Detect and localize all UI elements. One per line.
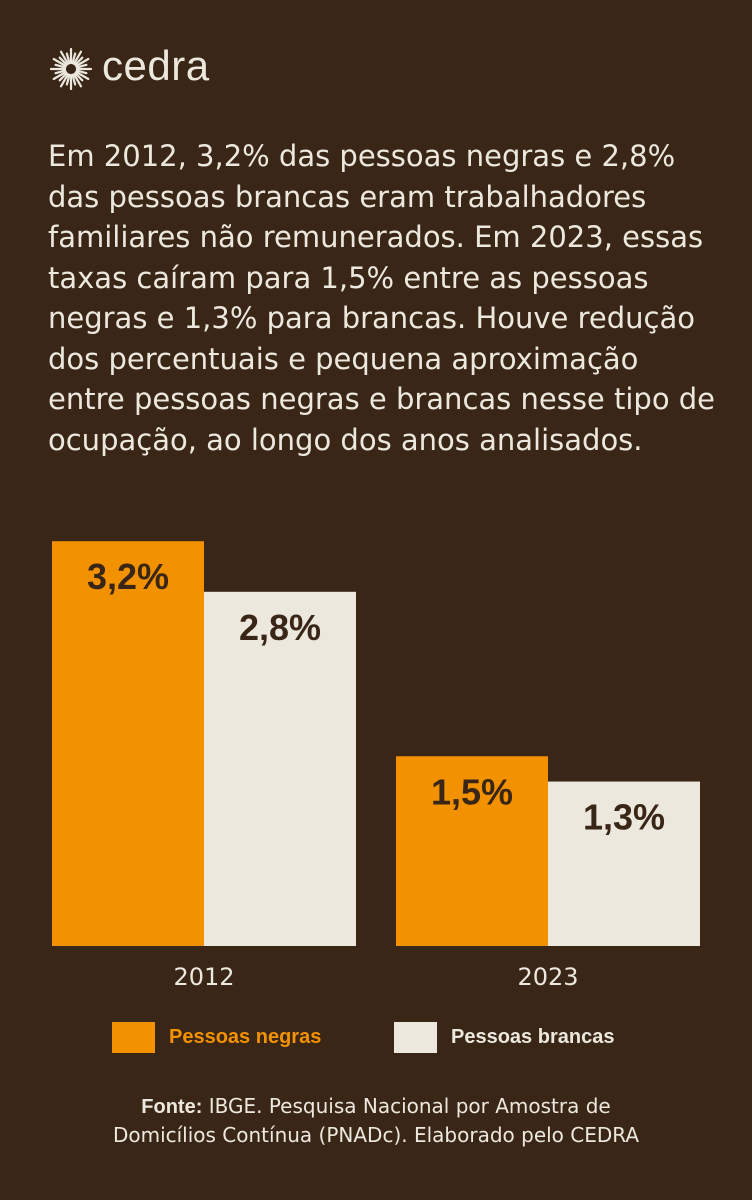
data-label-brancas-2023: 1,3%: [583, 797, 665, 838]
legend-item-brancas: Pessoas brancas: [394, 1022, 614, 1053]
bar-negras-2023: [396, 756, 548, 946]
sun-burst-icon: [49, 47, 93, 91]
intro-text: Em 2012, 3,2% das pessoas negras e 2,8% …: [48, 139, 716, 457]
data-label-negras-2023: 1,5%: [431, 771, 513, 812]
x-tick-2023: 2023: [517, 963, 578, 991]
brand-name: cedra: [102, 42, 210, 89]
source-line-1: IBGE. Pesquisa Nacional por Amostra de: [208, 1094, 611, 1118]
legend-label-negras: Pessoas negras: [169, 1026, 322, 1048]
bar-brancas-2023: [548, 781, 700, 946]
bar-chart: 3,2% 2,8% 1,5% 1,3% 2012 2023: [52, 541, 700, 991]
x-tick-2012: 2012: [173, 963, 234, 991]
source-label: Fonte:: [141, 1096, 203, 1118]
legend-swatch-brancas: [394, 1022, 437, 1053]
brand-logo: cedra: [48, 42, 210, 92]
source-line-2: Domicílios Contínua (PNADc). Elaborado p…: [112, 1123, 640, 1147]
data-label-brancas-2012: 2,8%: [239, 607, 321, 648]
bar-negras-2012: [52, 541, 204, 946]
legend-label-brancas: Pessoas brancas: [451, 1026, 615, 1048]
data-label-negras-2012: 3,2%: [87, 556, 169, 597]
legend-item-negras: Pessoas negras: [112, 1022, 321, 1053]
legend-swatch-negras: [112, 1022, 155, 1053]
source-note: Fonte: IBGE. Pesquisa Nacional por Amost…: [0, 1092, 752, 1149]
bar-brancas-2012: [204, 591, 356, 946]
